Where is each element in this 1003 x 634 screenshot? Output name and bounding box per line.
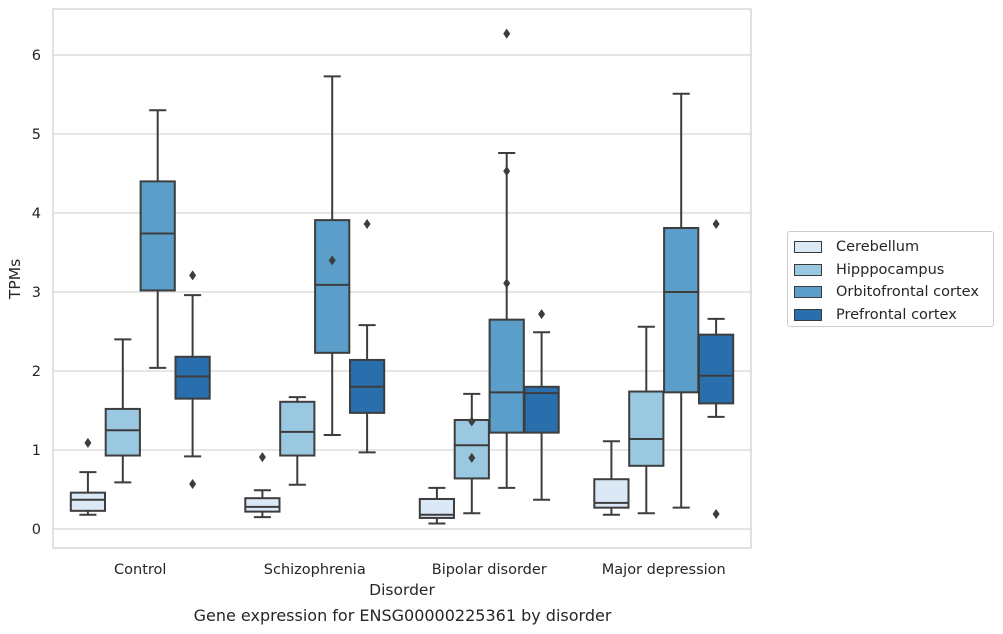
box-3-3 — [697, 219, 735, 519]
box-body — [697, 333, 735, 405]
legend-item-0: Cerebellum — [792, 236, 993, 259]
outlier-marker-0 — [363, 219, 371, 230]
legend-swatch — [794, 241, 822, 254]
plot-frame — [52, 8, 752, 549]
box-0-0 — [69, 437, 107, 516]
x-tick-label-1: Schizophrenia — [264, 562, 366, 578]
box-body — [314, 219, 351, 354]
x-tick-label-2: Bipolar disorder — [432, 562, 547, 578]
box-3-1 — [628, 325, 665, 515]
y-tick-label-0: 0 — [32, 522, 41, 538]
box-2-3 — [523, 309, 560, 501]
figure-caption: Gene expression for ENSG00000225361 by d… — [193, 606, 612, 625]
outlier-marker-0 — [258, 452, 266, 463]
legend-item-3: Prefrontal cortex — [792, 304, 993, 327]
legend-item-2: Orbitofrontal cortex — [792, 281, 993, 304]
y-tick-label-3: 3 — [32, 285, 41, 301]
box-body — [628, 390, 665, 467]
box-body — [139, 180, 176, 292]
box-body — [104, 407, 141, 457]
outlier-marker-1 — [712, 508, 720, 519]
box-body — [663, 227, 700, 394]
legend-swatch — [794, 286, 822, 299]
box-body — [418, 497, 456, 519]
outlier-marker-2 — [503, 28, 511, 39]
y-tick-label-4: 4 — [32, 206, 41, 222]
box-body — [244, 497, 281, 513]
box-2-1 — [453, 392, 490, 515]
outlier-marker-0 — [84, 437, 92, 448]
box-1-3 — [348, 219, 386, 454]
box-body — [488, 318, 525, 434]
box-body — [453, 418, 490, 480]
legend-label: Prefrontal cortex — [836, 306, 957, 323]
legend-item-1: Hipppocampus — [792, 259, 993, 282]
y-axis-label: TPMs — [6, 259, 24, 300]
x-axis-label: Disorder — [369, 581, 435, 599]
y-tick-label-1: 1 — [32, 443, 41, 459]
box-body — [279, 400, 316, 457]
box-groups — [69, 28, 735, 525]
box-3-0 — [593, 440, 630, 516]
box-1-1 — [279, 396, 316, 486]
box-2-2 — [488, 28, 525, 489]
outlier-marker-1 — [503, 278, 511, 289]
x-tick-label-0: Control — [114, 562, 166, 578]
outlier-marker-0 — [712, 219, 720, 230]
outlier-marker-0 — [189, 270, 197, 281]
box-body — [69, 491, 107, 512]
box-body — [523, 385, 560, 434]
box-0-3 — [174, 270, 211, 489]
box-2-0 — [418, 486, 456, 525]
x-tick-labels: Control Schizophrenia Bipolar disorder Majo… — [114, 562, 726, 578]
outlier-marker-0 — [328, 255, 336, 266]
legend-label: Cerebellum — [836, 239, 920, 256]
x-tick-label-3: Major depression — [602, 562, 726, 578]
box-0-1 — [104, 338, 141, 484]
legend: Cerebellum Hipppocampus Orbitofrontal cort… — [787, 231, 994, 327]
outlier-marker-0 — [538, 309, 546, 320]
legend-swatch — [794, 263, 822, 276]
y-tick-labels: 0 1 2 3 4 5 6 — [32, 48, 41, 538]
y-tick-label-2: 2 — [32, 364, 41, 380]
box-body — [174, 355, 211, 400]
y-tick-label-6: 6 — [32, 48, 41, 64]
box-1-0 — [244, 452, 281, 519]
y-tick-label-5: 5 — [32, 127, 41, 143]
outlier-marker-1 — [468, 452, 476, 463]
outlier-marker-1 — [189, 478, 197, 489]
outlier-marker-0 — [503, 166, 511, 177]
outlier-marker-0 — [468, 416, 476, 427]
legend-label: Orbitofrontal cortex — [836, 284, 979, 301]
box-3-2 — [663, 92, 700, 509]
box-1-2 — [314, 75, 351, 436]
box-0-2 — [139, 109, 176, 369]
legend-swatch — [794, 308, 822, 321]
legend-label: Hipppocampus — [836, 261, 945, 278]
